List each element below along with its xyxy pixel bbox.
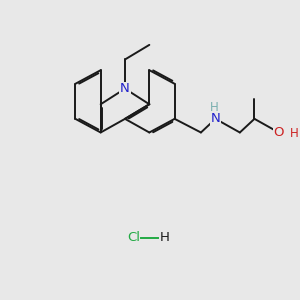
Text: N: N (120, 82, 130, 95)
Text: H: H (210, 100, 218, 114)
Text: O: O (274, 126, 284, 139)
Text: Cl: Cl (128, 231, 141, 244)
Text: H: H (290, 127, 298, 140)
Text: H: H (160, 231, 170, 244)
Text: N: N (211, 112, 220, 125)
